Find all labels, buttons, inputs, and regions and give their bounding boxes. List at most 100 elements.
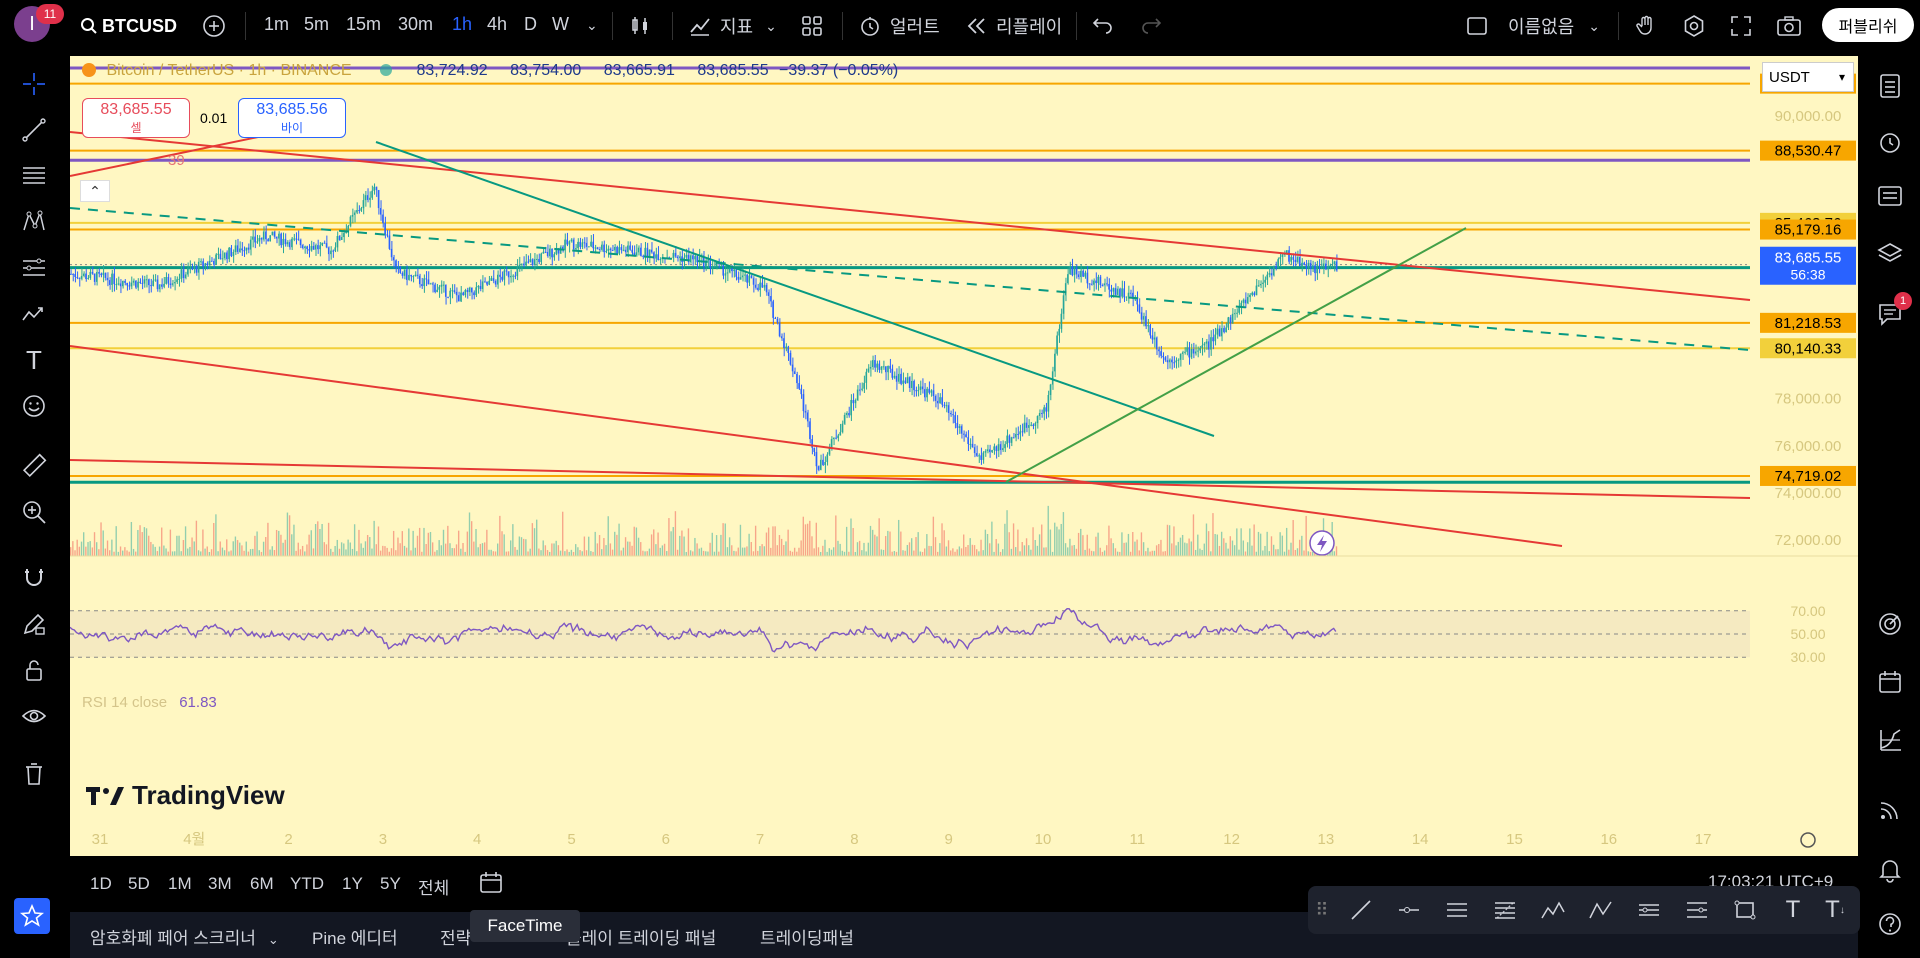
indicators-button[interactable]: 지표 ⌄ [688,10,777,42]
target-icon[interactable] [1870,606,1910,642]
calendar-icon[interactable] [1870,664,1910,700]
abc-pattern-icon[interactable] [1586,896,1616,924]
magnet-icon[interactable] [14,560,54,596]
zoom-icon[interactable] [14,494,54,530]
fib-retracement-icon[interactable] [1490,896,1520,924]
symbol-search[interactable]: BTCUSD [80,10,177,42]
replay-button[interactable]: 리플레이 [966,10,1062,42]
redo-button[interactable] [1140,10,1162,42]
volume-bar [700,547,703,556]
pattern-icon[interactable] [14,204,54,240]
tab-trading-panel[interactable]: 트레이딩패널 [760,929,854,948]
eye-icon[interactable] [14,698,54,734]
data-window-icon[interactable] [1870,178,1910,214]
tab-strategy[interactable]: 전략 [440,929,472,948]
drag-handle-icon[interactable]: ⠿ [1315,899,1329,920]
watchlist-icon[interactable] [1870,68,1910,104]
timeframe-15m[interactable]: 15m [346,14,382,34]
candle-body [1327,266,1329,270]
brush-icon[interactable] [14,296,54,332]
trend-line-icon[interactable] [14,112,54,148]
range-3m[interactable]: 3M [208,874,232,893]
ruler-icon[interactable] [14,448,54,484]
fullscreen-button[interactable] [1730,10,1752,42]
candle-body [1097,276,1099,284]
layout-select[interactable]: 이름없음 ⌄ [1466,10,1600,42]
volume-bar [813,548,815,556]
anchored-text-icon[interactable]: T ↓ [1825,896,1845,923]
timeframe-1h[interactable]: 1h [452,14,473,34]
lock-pencil-icon[interactable] [14,606,54,642]
candle-body [1236,312,1238,314]
range-6m[interactable]: 6M [250,874,274,893]
alarm-clock-icon[interactable] [1870,124,1910,160]
volume-bar [724,523,726,556]
bell-icon[interactable] [1870,852,1910,888]
range-1m[interactable]: 1M [168,874,192,893]
range-ytd[interactable]: YTD [290,874,324,893]
settings-button[interactable] [1682,10,1706,42]
timeframe-4h[interactable]: 4h [487,14,508,34]
trend-line-icon[interactable] [1346,896,1376,924]
timeframe-w[interactable]: W [552,14,569,34]
tab-crypto-screener[interactable]: 암호화폐 페어 스크리너 ⌄ [90,924,279,949]
elliott-wave-icon[interactable] [1538,896,1568,924]
range-all[interactable]: 전체 [418,879,450,898]
layout-grid-button[interactable] [800,10,824,42]
buy-button[interactable]: 83,685.56 바이 [238,98,346,138]
crosshair-icon[interactable] [14,66,54,102]
candle-body [304,246,306,249]
smiley-icon[interactable] [14,388,54,424]
rectangle-icon[interactable] [1730,896,1760,924]
volume-bar [1112,543,1114,556]
candle-body [1181,352,1184,354]
long-position-icon[interactable] [1634,896,1664,924]
position-icon[interactable] [14,250,54,286]
add-symbol-button[interactable] [202,10,226,42]
layers-icon[interactable] [1870,236,1910,272]
timeframe-d[interactable]: D [524,14,537,34]
broadcast-icon[interactable] [1870,792,1910,828]
parallel-channel-icon[interactable] [1442,896,1472,924]
range-5y[interactable]: 5Y [380,874,401,893]
price-chart[interactable]: 91,374.0190,000.0088,530.4785,463.7685,1… [70,56,1858,856]
tab-pine-editor[interactable]: Pine 에디터 [312,929,398,948]
timeframe-1m[interactable]: 1m [264,14,290,34]
range-1y[interactable]: 1Y [342,874,363,893]
timeframe-5m[interactable]: 5m [304,14,330,34]
currency-select[interactable]: USDT ▾ [1762,62,1854,92]
chart-pane[interactable]: 91,374.0190,000.0088,530.4785,463.7685,1… [70,56,1858,856]
snapshot-button[interactable] [1776,10,1802,42]
alerts-button[interactable]: 얼러트 [858,10,940,42]
quick-search-button[interactable] [1634,10,1658,42]
volume-bar [109,550,111,556]
collapse-legend-button[interactable]: ⌃ [80,180,110,202]
options-chart-icon[interactable] [1870,722,1910,758]
lock-icon[interactable] [14,652,54,688]
trash-icon[interactable] [14,756,54,792]
favorites-star-icon[interactable] [14,898,50,934]
candle-body [778,322,781,337]
candle-body [1008,435,1011,443]
publish-button[interactable]: 퍼블리쉬 [1822,8,1914,42]
chevron-down-icon[interactable]: ⌄ [586,17,598,33]
candle-body [557,248,560,254]
undo-button[interactable] [1092,10,1114,42]
volume-bar [776,545,778,556]
text-tool-icon[interactable]: T [26,344,42,375]
text-tool-icon[interactable]: T [1785,896,1801,923]
volume-bar [538,548,540,556]
chart-type-button[interactable] [628,10,652,42]
sell-button[interactable]: 83,685.55 셀 [82,98,190,138]
range-1d[interactable]: 1D [90,874,112,893]
date-range-button[interactable] [478,870,504,901]
price-range-icon[interactable] [1682,896,1712,924]
candle-body [971,443,974,448]
tab-paper-trading[interactable]: 플레이 트레이딩 패널 [566,929,717,948]
fib-lines-icon[interactable] [14,158,54,194]
horizontal-ray-icon[interactable] [1394,896,1424,924]
volume-bar [1249,528,1251,556]
help-icon[interactable] [1870,906,1910,942]
timeframe-30m[interactable]: 30m [398,14,434,34]
range-5d[interactable]: 5D [128,874,150,893]
